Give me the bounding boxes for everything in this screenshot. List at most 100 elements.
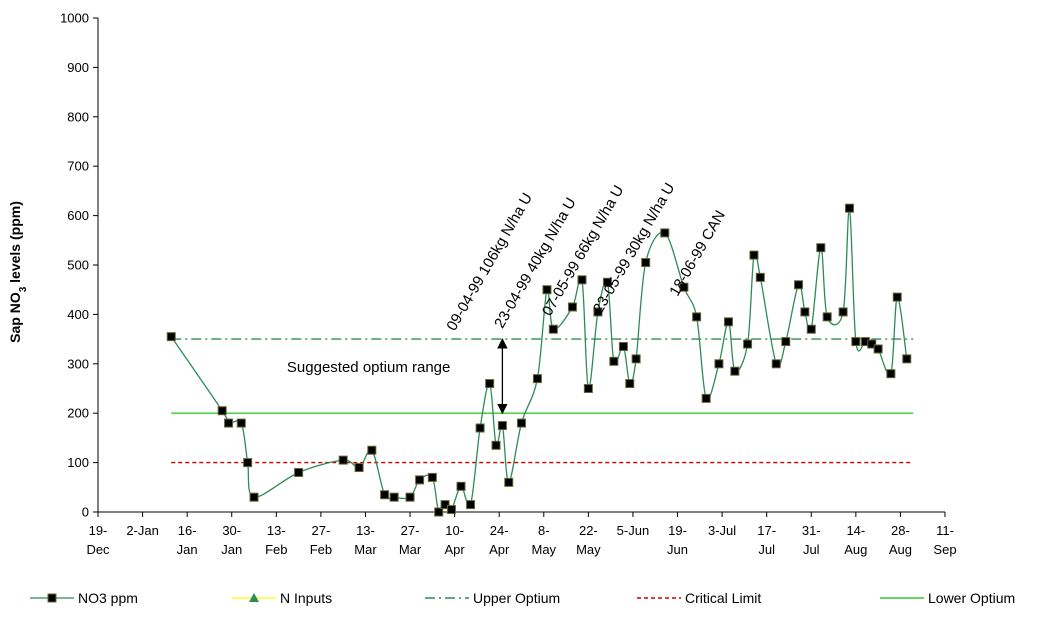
no3-data-point: [338, 455, 348, 465]
x-tick-label-month: Jul: [803, 542, 820, 557]
x-tick-label: 11-: [936, 523, 954, 538]
y-tick-label: 1000: [60, 11, 89, 26]
legend-label: NO3 ppm: [78, 590, 138, 606]
no3-data-point: [609, 356, 619, 366]
no3-data-point: [660, 228, 670, 238]
x-tick-label: 8-: [538, 523, 550, 538]
no3-data-point: [249, 492, 259, 502]
y-tick-label: 200: [67, 406, 89, 421]
x-tick-label: 30-: [222, 523, 241, 538]
x-tick-label: 3-Jul: [708, 523, 736, 538]
legend: NO3 ppm N Inputs Upper Optium Critical Limi…: [30, 590, 1015, 606]
x-tick-label: 17-: [757, 523, 776, 538]
no3-data-point: [577, 275, 587, 285]
axes: 0 100 200 300 400 500 600 700 800 900 1000 19- Dec 2-…: [60, 11, 956, 558]
optimum-range-label: Suggested optium range: [287, 359, 450, 376]
no3-data-point: [816, 243, 826, 253]
n-input-annotation: 09-04-99 106kg N/ha U: [443, 190, 536, 334]
x-tick-label: 10-: [445, 523, 464, 538]
y-tick-label: 500: [67, 258, 89, 273]
n-input-annotation: 18-06-99 CAN: [666, 208, 729, 300]
x-tick-label: 19-: [668, 523, 687, 538]
x-tick-label-month: Apr: [489, 542, 510, 557]
no3-data-point: [440, 500, 450, 510]
x-tick-label-month: Mar: [399, 542, 422, 557]
no3-data-point: [631, 354, 641, 364]
legend-swatch-marker: [47, 593, 57, 603]
y-tick-label: 100: [67, 455, 89, 470]
no3-data-point: [567, 302, 577, 312]
no3-data-point: [583, 384, 593, 393]
no3-data-point: [679, 282, 689, 292]
legend-swatch-marker: [249, 593, 259, 602]
no3-data-point: [217, 406, 227, 416]
no3-data-point: [743, 339, 753, 349]
x-tick-label-month: Aug: [844, 542, 867, 557]
y-tick-label: 400: [67, 307, 89, 322]
no3-data-point: [641, 258, 651, 268]
y-axis-label-sub: 3: [18, 286, 29, 292]
y-tick-label: 0: [82, 505, 89, 520]
no3-data-point: [749, 250, 759, 260]
no3-data-point: [602, 277, 612, 287]
no3-data-point: [389, 492, 399, 502]
no3-data-point: [367, 445, 377, 455]
no3-data-point: [886, 369, 896, 379]
x-tick-label-month: May: [576, 542, 601, 557]
y-axis-label: Sap NO3 levels (ppm): [7, 201, 29, 343]
x-tick-label: 2-Jan: [126, 523, 159, 538]
no3-data-point: [475, 423, 485, 433]
no3-data-point: [771, 359, 781, 369]
annotations: 09-04-99 106kg N/ha U23-04-99 40kg N/ha …: [287, 180, 729, 415]
no3-data-point: [504, 477, 514, 487]
x-tick-label-month: Dec: [86, 542, 110, 557]
no3-data-point: [497, 421, 507, 431]
no3-data-point: [755, 272, 765, 282]
x-tick-label: 13-: [356, 523, 375, 538]
no3-data-point: [892, 292, 902, 302]
no3-data-point: [781, 337, 791, 347]
no3-data-point: [485, 379, 495, 389]
no3-data-point: [822, 312, 832, 322]
no3-data-point: [354, 463, 364, 473]
y-axis-label-tail: levels (ppm): [7, 201, 23, 287]
no3-data-point: [427, 472, 437, 482]
no3-data-point: [380, 490, 390, 500]
no3-data-point: [873, 344, 883, 354]
x-tick-label: 31-: [802, 523, 821, 538]
y-tick-label: 900: [67, 60, 89, 75]
legend-label: Upper Optium: [473, 590, 560, 606]
no3-data-point: [618, 342, 628, 352]
no3-data-point: [236, 418, 246, 428]
x-tick-label-month: Feb: [265, 542, 287, 557]
no3-data-point: [902, 354, 912, 364]
no3-data-point: [434, 507, 444, 517]
no3-data-point: [491, 440, 501, 450]
x-tick-label: 24-: [490, 523, 509, 538]
no3-data-point: [166, 332, 176, 342]
y-tick-label: 300: [67, 356, 89, 371]
no3-data-point: [723, 317, 733, 327]
x-tick-label: 14-: [846, 523, 865, 538]
no3-data-point: [851, 337, 861, 347]
no3-data-point: [867, 339, 877, 349]
series-no3: [166, 203, 912, 517]
x-tick-label: 27-: [401, 523, 420, 538]
y-tick-label: 600: [67, 208, 89, 223]
x-tick-label-month: Jul: [758, 542, 775, 557]
legend-label: Lower Optium: [928, 590, 1015, 606]
x-tick-label-month: Jan: [221, 542, 242, 557]
x-tick-label: 16-: [178, 523, 197, 538]
y-axis-label-main: Sap NO: [7, 292, 23, 343]
x-tick-label-month: Apr: [445, 542, 466, 557]
x-tick-label-month: May: [532, 542, 557, 557]
x-tick-label: 19-: [89, 523, 108, 538]
no3-data-point: [243, 458, 253, 468]
x-tick-label-month: Jan: [177, 542, 198, 557]
no3-data-point: [794, 280, 804, 290]
no3-data-point: [692, 312, 702, 322]
no3-data-point: [446, 505, 456, 515]
legend-label: Critical Limit: [685, 590, 761, 606]
reference-lines: [171, 338, 914, 464]
